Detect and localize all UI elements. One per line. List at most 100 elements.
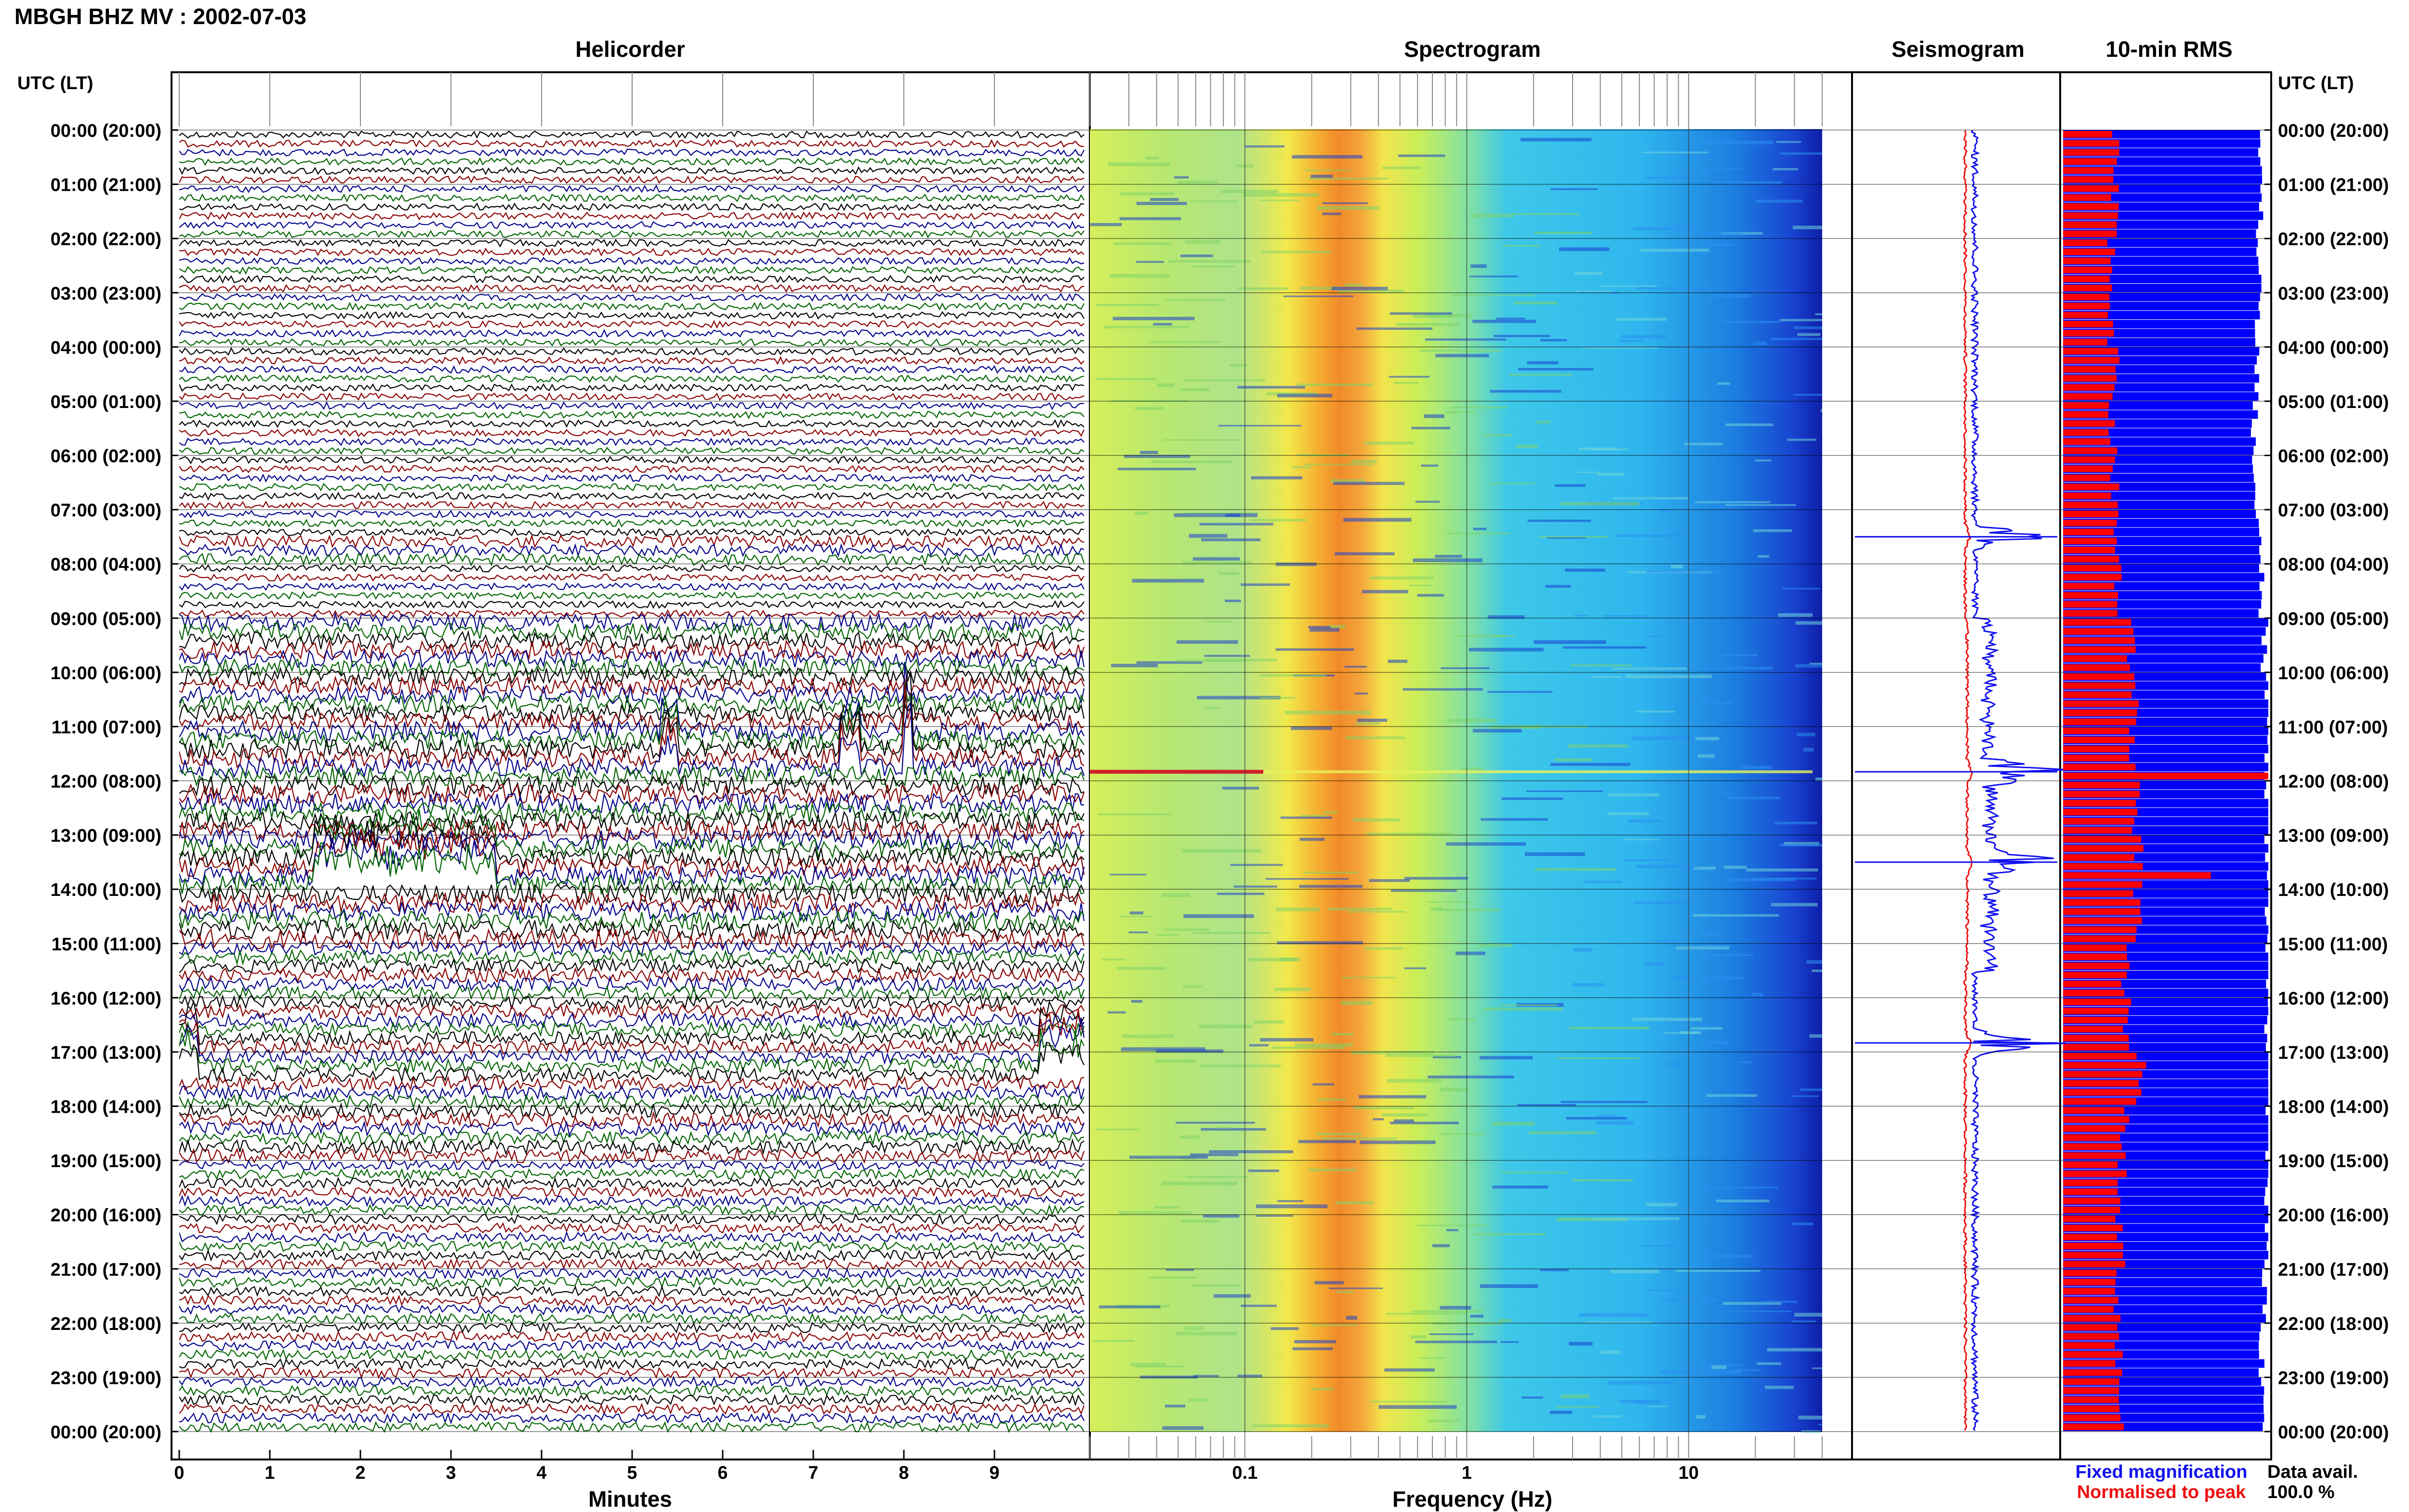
rms-bar-normalised	[2063, 1261, 2126, 1268]
helicorder-trace	[179, 1212, 1085, 1225]
rms-bar-normalised	[2063, 1405, 2119, 1412]
spectrogram-streak	[1303, 871, 1359, 874]
time-label-left: 13:00 (09:00)	[51, 826, 161, 846]
spectrogram-streak	[1666, 1063, 1686, 1066]
rms-bar-fixed	[2063, 283, 2262, 292]
spectrogram-streak	[1784, 841, 1819, 846]
rms-bar-normalised	[2063, 1026, 2123, 1033]
spectrogram-streak	[1356, 327, 1433, 330]
time-label-right: 01:00 (21:00)	[2278, 175, 2389, 196]
spectrogram-streak	[1430, 907, 1443, 911]
rms-bar-normalised	[2063, 1306, 2114, 1313]
rms-bar-normalised	[2063, 944, 2127, 951]
spectrogram-streak	[1139, 451, 1158, 454]
spectrogram-streak	[1720, 654, 1758, 657]
helicorder-trace	[179, 901, 1085, 923]
spectrogram-streak	[1470, 213, 1514, 218]
rms-bar-normalised	[2063, 1333, 2119, 1340]
spectrogram-streak	[1448, 1018, 1475, 1021]
spectrogram-streak	[1131, 999, 1143, 1003]
rms-bar-normalised	[2063, 962, 2130, 970]
spectrogram-streak	[1693, 954, 1754, 956]
minutes-axis-label: Minutes	[588, 1486, 672, 1512]
helicorder-trace	[179, 1159, 1085, 1171]
spectrogram-streak	[1737, 1061, 1752, 1064]
rms-bar-normalised	[2063, 1414, 2121, 1421]
rms-bar-normalised	[2063, 628, 2134, 635]
rms-bar-normalised	[2063, 1188, 2118, 1196]
rms-bar-normalised	[2063, 329, 2114, 337]
time-label-right: 11:00 (07:00)	[2278, 717, 2388, 737]
time-label-right: 12:00 (08:00)	[2278, 772, 2389, 792]
spectrogram-streak	[1118, 1211, 1191, 1215]
rms-bar-normalised	[2063, 501, 2118, 509]
spectrogram-streak	[1277, 941, 1363, 945]
spectrogram-streak	[1165, 1269, 1194, 1271]
spectrogram-streak	[1723, 866, 1747, 869]
spectrogram-streak	[1440, 1306, 1471, 1310]
spectrogram-streak	[1398, 154, 1445, 157]
spectrogram-streak	[1545, 585, 1571, 588]
spectrogram-streak	[1554, 758, 1592, 762]
spectrogram-streak	[1248, 1170, 1279, 1172]
spectrogram-streak	[1225, 599, 1241, 603]
helicorder-trace	[179, 527, 1085, 537]
spectrogram-streak	[1540, 1269, 1569, 1272]
helicorder-trace	[179, 1111, 1085, 1129]
spectrogram-streak	[1432, 1056, 1461, 1059]
spectrogram-streak	[1298, 1140, 1356, 1144]
spectrogram-streak	[1809, 1034, 1822, 1038]
spectrogram-streak	[1329, 1288, 1383, 1289]
spectrogram-streak	[1230, 864, 1283, 866]
spectrogram-streak	[1663, 1032, 1701, 1034]
spectrogram-streak	[1690, 1027, 1723, 1030]
spectrogram-streak	[1648, 1289, 1684, 1291]
spectrogram-streak	[1136, 661, 1202, 664]
rms-bar-normalised	[2063, 438, 2111, 445]
spectrogram-streak	[1201, 1128, 1266, 1131]
helicorder-trace	[179, 329, 1085, 338]
spectrogram-streak	[1798, 1415, 1822, 1420]
spectrogram-streak	[1757, 1362, 1781, 1365]
spectrogram-streak	[1432, 1322, 1503, 1325]
time-labels: 00:00 (20:00) 00:00 (20:00) 01:00 (21:00) 0…	[51, 121, 2389, 1443]
helicorder-trace	[179, 184, 1085, 193]
spectrogram-streak	[1297, 383, 1373, 386]
spectrogram-streak	[1256, 1204, 1328, 1209]
spectrogram-streak	[1555, 484, 1586, 487]
spectrogram-streak	[1526, 790, 1603, 792]
spectrogram-streak	[1237, 386, 1305, 389]
spectrogram-streak	[1502, 245, 1541, 247]
helicorder-trace	[179, 248, 1085, 257]
helicorder-trace	[179, 293, 1085, 302]
time-label-right: 17:00 (13:00)	[2278, 1043, 2389, 1063]
helicorder-trace	[179, 1340, 1085, 1352]
helicorder-trace	[179, 1102, 1085, 1119]
spectrogram-streak	[1561, 1394, 1589, 1398]
spectrogram-streak	[1636, 710, 1675, 713]
rms-bar-normalised	[2063, 565, 2121, 572]
spectrogram-streak	[1718, 792, 1731, 795]
helicorder-trace	[179, 229, 1085, 238]
spectrogram-streak	[1275, 562, 1317, 566]
spectrogram-streak	[1767, 1348, 1822, 1352]
helicorder-trace	[179, 338, 1085, 347]
spectrogram-streak	[1331, 287, 1388, 290]
rms-bar-normalised	[2063, 727, 2130, 735]
helicorder-trace	[179, 994, 1085, 1011]
spectrogram-streak	[1637, 287, 1724, 289]
spectrogram-streak	[1610, 1269, 1659, 1274]
spectrogram-streak	[1681, 243, 1735, 246]
spectrogram-streak	[1283, 295, 1354, 297]
helicorder-trace	[179, 666, 1085, 687]
spectrogram-streak	[1746, 868, 1818, 872]
spectrogram-streak	[1184, 379, 1266, 381]
rms-bar-normalised	[2063, 366, 2116, 373]
helicorder-trace	[179, 682, 1085, 752]
spectrogram-streak	[1562, 646, 1646, 649]
helicorder-trace	[179, 1129, 1085, 1146]
time-label-left: 02:00 (22:00)	[51, 229, 161, 250]
rms-bar-normalised	[2063, 221, 2117, 228]
spectrogram-streak	[1310, 174, 1333, 178]
spectrogram-streak	[1771, 903, 1818, 907]
